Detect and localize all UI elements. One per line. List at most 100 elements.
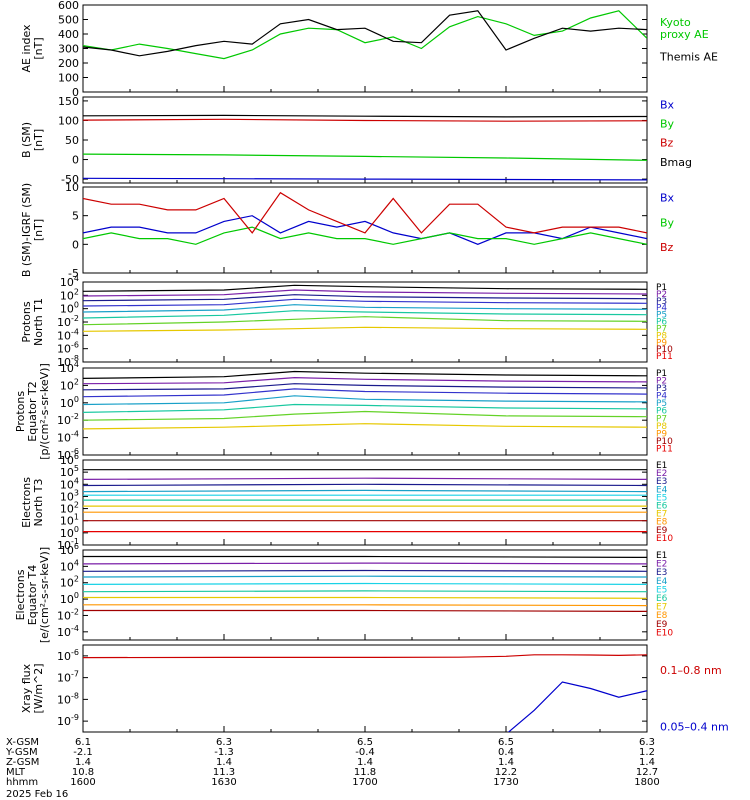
y-axis-label: ProtonsEquator T2[p/(cm²-s-sr-keV)] [14, 363, 51, 460]
legend-label: E6 [656, 502, 668, 512]
plot-frame [82, 96, 648, 184]
y-tick-label: 0 [72, 86, 79, 99]
x-axis-value: 1600 [70, 777, 95, 788]
x-axis-value: 1800 [634, 777, 659, 788]
legend-label: E7 [656, 603, 667, 613]
legend-label: 0.1–0.8 nm [660, 664, 722, 677]
x-axis-row-label: X-GSM [6, 737, 39, 748]
y-tick-label: 500 [58, 14, 79, 27]
series-line-ae-themis-ae [83, 10, 647, 57]
legend-label: P8 [656, 422, 667, 432]
series-line-ee-e1 [83, 555, 647, 559]
legend-label: P3 [656, 384, 667, 394]
panel-xray: 10-6 10-7 10-8 10-9 Xray flux[W/m^2] 0.1–0.8 … [20, 644, 729, 734]
y-axis-label: Xray flux[W/m^2] [20, 663, 45, 713]
legend-label: P2 [656, 377, 667, 387]
x-axis-value: 0.4 [498, 747, 514, 758]
series-line-bsm-bx [83, 177, 647, 181]
y-tick-label: 106 [60, 542, 79, 557]
series-line-ae-kyoto-proxy-ae [83, 10, 647, 60]
series-line-pe-p3 [83, 383, 647, 391]
legend-label: Bmag [660, 156, 692, 169]
x-axis-row-y-gsm: Y-GSM -2.1 -1.3 -0.4 0.4 1.2 [5, 747, 655, 758]
x-axis-value: 1.4 [216, 757, 232, 768]
y-tick-label: 102 [60, 575, 79, 590]
series-line-ee-e4 [83, 575, 647, 578]
series-line-pn-p7 [83, 316, 647, 326]
legend-label: P10 [656, 437, 673, 447]
y-tick-label: 10-4 [57, 430, 79, 445]
y-tick-label: 100 [58, 114, 79, 127]
y-axis-label: ElectronsEquator T4[e/(cm²-s-sr-keV)] [14, 547, 51, 643]
series-line-en-e4 [83, 489, 647, 493]
series-line-pe-p4 [83, 388, 647, 398]
series-line-pe-p8 [83, 423, 647, 430]
y-tick-label: 104 [60, 360, 79, 375]
series-line-pn-p2 [83, 289, 647, 297]
legend-label: P11 [656, 444, 673, 454]
x-axis-value: 1.4 [498, 757, 514, 768]
x-axis-row-x-gsm: X-GSM 6.1 6.3 6.5 6.5 6.3 [6, 737, 655, 748]
y-tick-label: -5 [68, 267, 79, 280]
y-axis-label-text: AE index[nT] [20, 24, 45, 73]
x-axis-value: 12.2 [495, 767, 517, 778]
y-tick-label: 10-2 [57, 607, 79, 622]
series-line-pn-p1 [83, 284, 647, 292]
legend-label: P4 [656, 392, 667, 402]
plot-frame [82, 459, 648, 546]
plot-frame [82, 186, 648, 274]
panel-bres: -5 0 5 10 B (SM)-IGRF (SM)[nT] Bx By Bz [20, 181, 675, 280]
legend-label: Themis AE [659, 51, 718, 64]
series-line-ee-e7 [83, 596, 647, 599]
legend-label: P5 [656, 311, 667, 321]
legend-label: P6 [656, 318, 667, 328]
legend-label: Bx [660, 192, 675, 205]
series-line-bres-bx [83, 215, 647, 245]
legend-label: Bz [660, 137, 674, 150]
y-axis-label: AE index[nT] [20, 24, 45, 73]
y-tick-label: 150 [58, 95, 79, 108]
legend-label: P2 [656, 290, 667, 300]
y-tick-label: 10-7 [57, 670, 79, 685]
y-tick-label: 5 [72, 210, 79, 223]
series-line-ee-e9 [83, 609, 647, 613]
series-line-ee-e2 [83, 562, 647, 565]
series-line-pn-p6 [83, 310, 647, 319]
y-axis-label: ProtonsNorth T1 [20, 298, 45, 346]
date-label: 2025 Feb 16 [6, 789, 68, 800]
y-tick-label: 104 [60, 558, 79, 573]
legend-label: P1 [656, 283, 667, 293]
x-axis-value: -1.3 [214, 747, 234, 758]
x-axis-value: 11.8 [354, 767, 376, 778]
y-tick-label: 400 [58, 28, 79, 41]
x-axis-row-mlt: MLT 10.8 11.3 11.8 12.2 12.7 [6, 767, 658, 778]
legend-label: E7 [656, 510, 667, 520]
series-line-pn-p4 [83, 298, 647, 307]
series-line-pe-p1 [83, 370, 647, 379]
series-line-ee-e3 [83, 569, 647, 572]
x-axis-value: 1.4 [639, 757, 655, 768]
legend-label: E3 [656, 477, 667, 487]
series-line-bres-bz [83, 191, 647, 234]
legend-label: E9 [656, 620, 668, 630]
x-axis-value: -0.4 [355, 747, 375, 758]
y-axis-label-text: ElectronsEquator T4[e/(cm²-s-sr-keV)] [14, 547, 51, 643]
legend-label: P8 [656, 331, 667, 341]
legend-label: P3 [656, 297, 667, 307]
series-line-bsm-bmag [83, 114, 647, 118]
y-tick-label: 100 [60, 591, 79, 606]
legend-label: E2 [656, 560, 667, 570]
legend-label: P11 [656, 352, 673, 362]
series-line-xray-0-1-0-8-nm [83, 654, 647, 659]
legend-label: E4 [656, 577, 668, 587]
legend-label: E5 [656, 493, 667, 503]
series-line-en-e3 [83, 483, 647, 487]
y-tick-label: 300 [58, 43, 79, 56]
legend-label: E6 [656, 594, 668, 604]
panel-bsm: -50 0 50 100 150 B (SM)[nT] Bx By Bz Bmag [20, 95, 692, 186]
legend-label: E10 [656, 628, 673, 638]
